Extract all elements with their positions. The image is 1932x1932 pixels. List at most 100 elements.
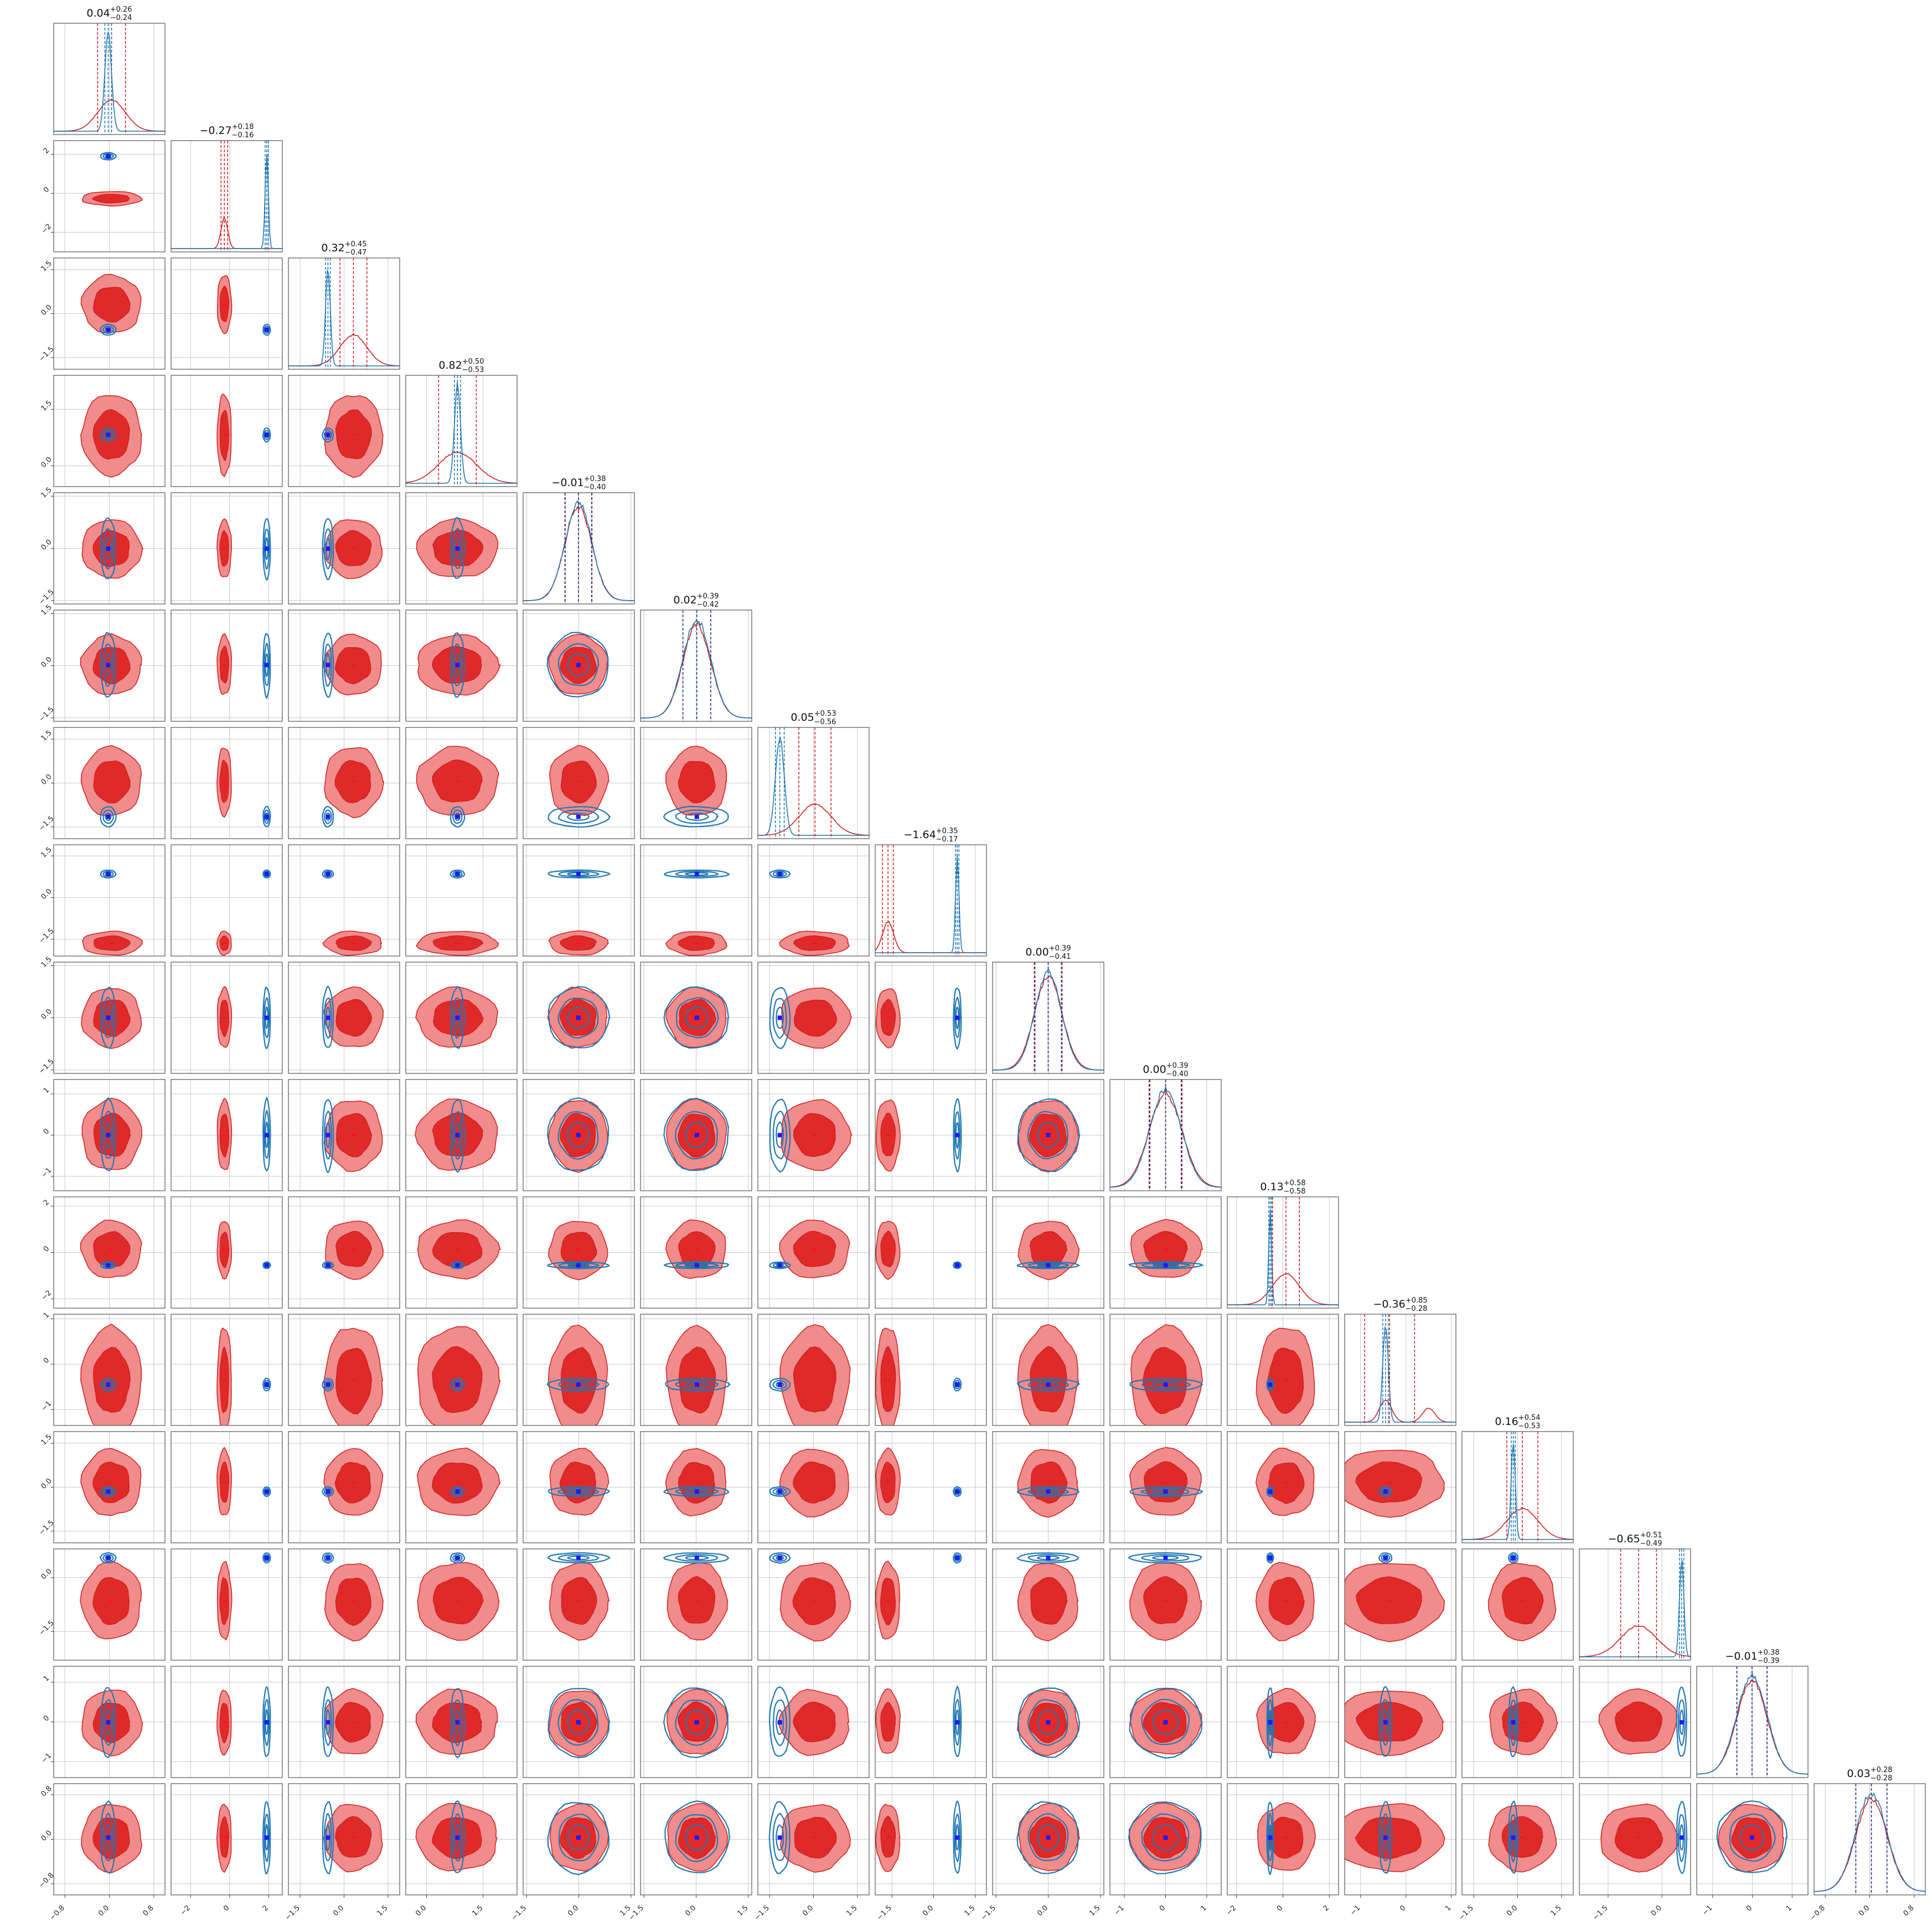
title-value: 0.82 [438,359,462,371]
panel-14-11 [1344,1666,1456,1778]
x-tick-label: 1.5 [736,1904,750,1918]
blue-contour [322,805,334,828]
blue-contour [1153,1824,1180,1851]
blue-contour [558,1814,600,1862]
panel-9-4 [523,1079,635,1191]
panel-frame [288,257,400,370]
blue-contour [685,1122,709,1149]
blue-contour [665,1377,731,1392]
panel-frame [405,1548,518,1661]
blue-contour [546,1377,609,1392]
blue-contour [262,518,271,581]
panel-12-10 [1227,1431,1339,1543]
y-tick-label: −1 [40,1752,53,1765]
blue-histogram [1814,1792,1925,1892]
panel-14-2 [288,1666,400,1778]
panel-frame [171,140,283,252]
blue-contour [262,323,271,336]
panel-8-6 [757,962,870,1074]
red-contour-inner [219,1703,229,1744]
panel-title: −0.01+0.38 −0.40 [551,475,606,492]
title-minus: −0.28 [1406,1305,1428,1313]
title-minus: −0.58 [1284,1187,1306,1196]
panel-3-0: 0.0 1.5 [39,375,166,487]
blue-contour [323,1487,332,1496]
blue-contour [675,1699,719,1746]
blue-contour [264,642,270,686]
blue-contour [450,1099,466,1173]
blue-contour [454,1122,461,1149]
panel-15-10: −2 0 2 [1225,1783,1339,1917]
panel-frame [288,1666,400,1778]
title-plus: +0.38 [584,475,606,483]
blue-contour [772,998,787,1039]
y-tick-label: −1.5 [38,814,56,833]
truth-marker [326,546,330,551]
truth-marker [1268,1835,1273,1840]
blue-contour [1017,1261,1081,1269]
blue-contour [264,1554,270,1562]
blue-contour [954,1487,961,1496]
blue-contour [547,1552,611,1564]
truth-marker [1046,1382,1051,1387]
panel-frame [405,1431,518,1543]
x-tick-label: 0.8 [1902,1904,1915,1918]
x-tick-label: 0.0 [801,1904,815,1918]
blue-contour [547,806,611,828]
truth-marker [326,663,330,668]
panel-frame [53,844,166,957]
blue-contour [100,323,117,336]
panel-frame [1344,1666,1456,1778]
truth-marker [264,1835,269,1840]
blue-histogram [288,270,400,366]
title-value: 0.03 [1847,1768,1870,1780]
red-contour-inner [92,647,131,685]
diag-panel-9: 0.00+0.39 −0.40 [1109,1062,1222,1191]
blue-contour [1129,1687,1203,1759]
panel-frame [405,844,518,957]
title-minus: −0.49 [1640,1540,1662,1548]
blue-contour [1017,1098,1081,1172]
panel-frame [405,727,518,839]
panel-12-0: −1.5 0.0 1.5 [38,1431,166,1543]
blue-contour [663,1261,730,1269]
truth-marker [106,1556,111,1561]
panel-frame [757,1431,870,1543]
blue-contour [1027,1110,1068,1160]
blue-contour [1129,1377,1203,1392]
title-minus: −0.40 [1166,1070,1189,1078]
panel-frame [875,1314,987,1426]
title-plus: +0.39 [697,592,719,601]
panel-15-7: −1.5 0.0 1.5 [875,1783,987,1922]
blue-contour [567,1263,590,1267]
panel-title: 0.13+0.58 −0.58 [1260,1179,1305,1196]
blue-contour [452,1699,463,1747]
truth-marker [1511,1720,1516,1725]
truth-marker [264,1015,269,1020]
blue-histogram [171,153,282,249]
blue-contour [1381,1699,1391,1747]
blue-contour [684,1263,710,1267]
blue-contour [1151,1556,1179,1561]
blue-contour [674,1111,718,1160]
red-contour-inner [219,1113,229,1158]
panel-2-1 [171,257,283,370]
red-histogram [406,451,517,484]
blue-contour [954,1554,960,1562]
panel-frame [171,1314,283,1426]
truth-marker [576,1133,581,1138]
panel-5-1 [171,609,283,722]
panel-13-3 [405,1548,518,1661]
panel-9-8 [992,1079,1104,1191]
x-tick-label: −1.5 [875,1904,893,1922]
panel-frame [171,844,283,957]
truth-marker [1046,1835,1051,1840]
truth-marker [455,1556,460,1561]
y-tick-label: 0 [42,1714,51,1723]
title-value: −0.01 [551,477,583,489]
red-contour-inner [1267,1347,1304,1414]
panel-15-14: −1 0 1 [1696,1783,1809,1917]
panel-title: 0.16+0.54 −0.53 [1495,1414,1540,1430]
panel-11-0: −1 0 1 [40,1311,166,1426]
panel-title: 0.03+0.28 −0.28 [1847,1766,1892,1783]
